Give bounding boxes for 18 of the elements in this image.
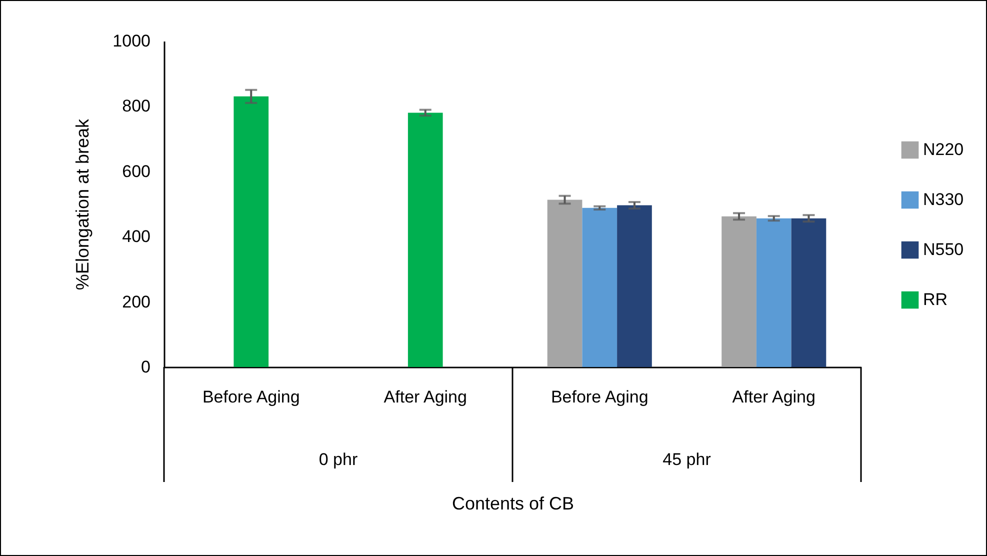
y-tick-label: 600 — [122, 162, 150, 181]
y-axis-title: %Elongation at break — [72, 118, 93, 290]
x-axis-title: Contents of CB — [452, 494, 574, 514]
text: 45 phr — [662, 450, 712, 469]
text: 0 phr — [318, 450, 358, 469]
y-tick-label: 0 — [141, 358, 150, 376]
legend-label: N220 — [923, 140, 964, 159]
legend-label: RR — [923, 290, 948, 309]
x-tick-label: Before Aging — [550, 388, 648, 406]
y-tick-label: 1000 — [112, 32, 150, 50]
x-tick-label: After Aging — [732, 388, 816, 406]
legend-label: N550 — [923, 240, 964, 259]
y-tick-label: 200 — [122, 292, 150, 312]
y-tick-label: 400 — [122, 227, 150, 246]
y-tick-label: 800 — [122, 96, 150, 116]
legend-label: N330 — [923, 190, 964, 209]
x-tick-label: Before Aging — [202, 388, 300, 406]
x-tick-label: After Aging — [384, 388, 467, 406]
